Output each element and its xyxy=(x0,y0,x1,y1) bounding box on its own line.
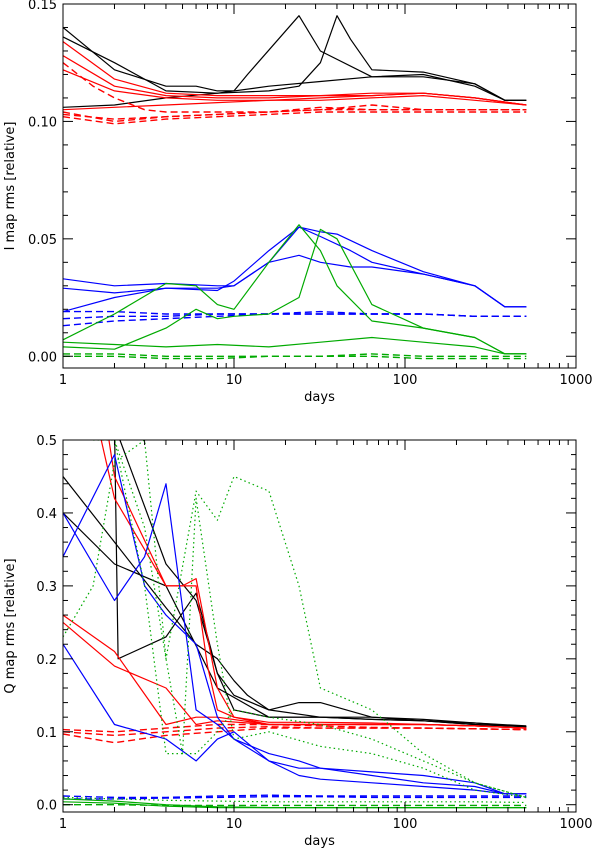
series-line-black-solid-1 xyxy=(63,15,527,101)
series-line-blue-dashed-16 xyxy=(63,313,527,327)
series-line-red-dashed-10 xyxy=(63,104,527,120)
y-tick-label: 0.05 xyxy=(28,233,57,248)
series-group xyxy=(63,15,527,360)
series-line-red-dashed-10 xyxy=(63,723,527,733)
series-line-blue-solid-12 xyxy=(63,226,527,308)
x-tick-label: 1 xyxy=(59,373,67,388)
y-axis-title: Q map rms [relative] xyxy=(3,558,18,693)
series-line-red-solid-3 xyxy=(63,41,527,106)
series-line-black-solid-2 xyxy=(63,76,527,108)
series-line-black-solid-0 xyxy=(119,440,527,728)
series-line-blue-solid-13 xyxy=(63,254,527,313)
plot-frame xyxy=(62,439,577,813)
series-line-green-dotted-18 xyxy=(113,440,527,798)
y-tick-label: 0.5 xyxy=(36,434,57,449)
series-line-black-solid-1 xyxy=(63,476,527,727)
series-line-red-dashed-9 xyxy=(63,111,527,125)
x-tick-label: 10 xyxy=(226,373,243,388)
x-tick-label: 10 xyxy=(226,817,243,832)
series-line-black-solid-2 xyxy=(63,512,527,728)
series-line-blue-solid-11 xyxy=(63,226,527,308)
series-line-red-solid-5 xyxy=(63,92,527,111)
series-line-red-solid-4 xyxy=(63,55,527,106)
series-line-green-dotted-17 xyxy=(93,440,527,798)
plot-frame xyxy=(62,3,577,369)
series-line-red-solid-4 xyxy=(108,440,527,729)
series-line-blue-solid-12 xyxy=(63,454,527,795)
series-line-green-dotted-19 xyxy=(63,796,527,804)
y-tick-label: 0.0 xyxy=(36,799,57,814)
y-tick-label: 0.1 xyxy=(36,726,57,741)
y-tick-label: 0.2 xyxy=(36,653,57,668)
x-tick-label: 100 xyxy=(393,817,418,832)
series-line-green-solid-18 xyxy=(63,228,527,355)
series-line-blue-solid-13 xyxy=(63,643,527,795)
series-line-red-solid-6 xyxy=(63,69,527,106)
x-axis-title: days xyxy=(304,834,335,849)
y-axis-title: I map rms [relative] xyxy=(3,122,18,251)
series-line-green-dashed-22 xyxy=(63,804,527,807)
series-line-green-dashed-21 xyxy=(63,355,527,360)
series-line-green-solid-20 xyxy=(63,798,527,809)
panel-i-map-rms: 1 10 100 1000 0.00 0.05 0.10 0.15 days I map rms … xyxy=(3,0,593,405)
series-line-red-solid-7 xyxy=(63,614,527,729)
series-line-blue-dashed-15 xyxy=(63,796,527,800)
series-line-red-dashed-7 xyxy=(63,62,527,113)
x-tick-label: 1 xyxy=(59,817,67,832)
series-line-black-solid-0 xyxy=(63,15,527,101)
y-tick-label: 0.10 xyxy=(28,115,57,130)
x-tick-label: 1000 xyxy=(559,373,592,388)
series-group xyxy=(63,440,527,809)
panel-q-map-rms: 1 10 100 1000 0.0 0.1 0.2 0.3 0.4 0.5 days Q map rm… xyxy=(3,434,593,849)
x-tick-label: 100 xyxy=(393,373,418,388)
y-tick-label: 0.00 xyxy=(28,350,57,365)
series-line-blue-dashed-14 xyxy=(63,794,527,799)
series-line-green-solid-19 xyxy=(63,336,527,355)
x-tick-label: 1000 xyxy=(559,817,592,832)
series-line-red-solid-6 xyxy=(63,621,527,729)
y-tick-label: 0.3 xyxy=(36,580,57,595)
series-line-black-solid-3 xyxy=(114,440,527,728)
y-tick-label: 0.4 xyxy=(36,507,57,522)
y-tick-label: 0.15 xyxy=(28,0,57,13)
x-axis-title: days xyxy=(304,390,335,405)
series-line-blue-solid-11 xyxy=(63,483,527,795)
